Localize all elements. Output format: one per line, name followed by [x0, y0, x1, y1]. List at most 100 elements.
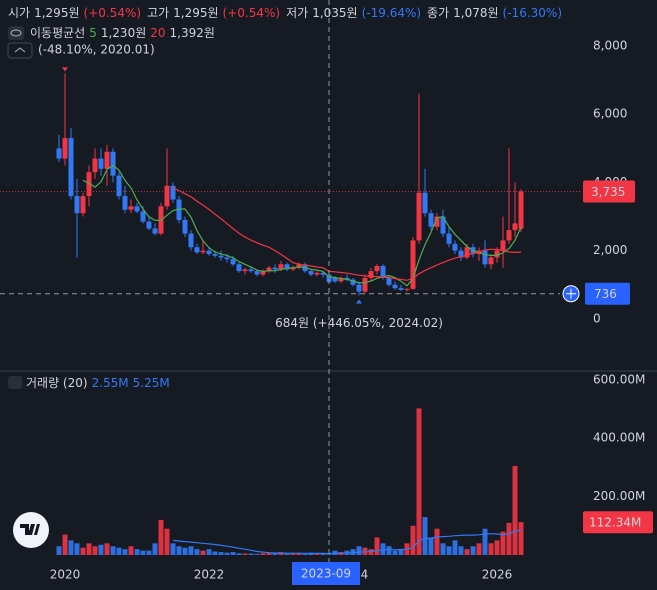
tradingview-logo	[13, 512, 49, 548]
volume-bar	[230, 552, 236, 555]
volume-bar	[326, 554, 332, 555]
candle-body	[122, 196, 128, 210]
candle-body	[218, 255, 224, 258]
candle-body	[500, 240, 506, 251]
candle-body	[416, 192, 422, 241]
candle-body	[278, 264, 284, 270]
volume-bar	[104, 543, 110, 555]
candle-body	[338, 277, 344, 282]
candle-body	[260, 271, 266, 275]
ohlc-change: (+0.54%)	[84, 6, 142, 20]
volume-bar	[476, 543, 482, 555]
volume-bar	[416, 408, 422, 555]
x-tick-label: 2026	[482, 568, 513, 582]
candle-body	[332, 277, 338, 282]
volume-bar	[98, 544, 104, 555]
volume-bar	[380, 543, 386, 555]
ma-value: 1,392원	[170, 26, 215, 40]
candle-body	[374, 265, 380, 272]
candle-body	[236, 264, 242, 272]
volume-legend-value: 5.25M	[133, 376, 170, 390]
add-price-plus[interactable]	[566, 288, 576, 299]
volume-tick-label: 600.00M	[593, 372, 645, 386]
volume-bar	[446, 546, 452, 555]
candle-body	[356, 284, 362, 292]
logo-mark	[20, 524, 40, 535]
volume-bar	[452, 540, 458, 555]
volume-bar	[206, 549, 212, 555]
ma-value: 1,230원	[101, 26, 146, 40]
last-price-label: 3,735	[591, 185, 625, 199]
x-tick-label: 2020	[50, 568, 81, 582]
candle-body	[98, 158, 104, 169]
candle-body	[230, 259, 236, 265]
last-volume-box	[583, 511, 653, 534]
volume-bar	[254, 553, 260, 555]
volume-bar	[458, 546, 464, 555]
candle-body	[494, 250, 500, 258]
candle-body	[518, 191, 524, 229]
volume-bar	[110, 546, 116, 555]
visibility-icon[interactable]	[8, 26, 24, 40]
y-tick-label: 0	[593, 311, 601, 325]
crosshair-x-label: 2023-09	[301, 567, 351, 581]
x-tick-label: 2022	[194, 568, 225, 582]
candle-body	[194, 247, 200, 253]
candle-body	[152, 228, 158, 234]
volume-bar	[248, 553, 254, 555]
candle-body	[482, 250, 488, 265]
volume-bar	[200, 550, 206, 555]
candle-body	[212, 254, 218, 256]
volume-bar	[218, 552, 224, 555]
last-price-box	[583, 180, 635, 203]
candle-body	[314, 272, 320, 275]
candle-body	[290, 267, 296, 270]
volume-bar	[122, 549, 128, 555]
high-marker	[62, 67, 68, 72]
volume-bar	[140, 550, 146, 555]
moving-average-line	[172, 187, 522, 281]
volume-bar	[518, 522, 524, 555]
volume-bar	[242, 553, 248, 555]
volume-name: 거래량 (20)	[26, 376, 88, 390]
candle-body	[80, 196, 86, 214]
collapse-icon[interactable]	[14, 47, 26, 53]
volume-bar	[506, 522, 512, 555]
candle-body	[110, 151, 116, 176]
volume-bar	[422, 517, 428, 555]
ma-title: 이동평균선	[30, 26, 85, 40]
candle-body	[188, 233, 194, 248]
eye-icon[interactable]	[10, 29, 22, 37]
collapse-button[interactable]	[7, 42, 33, 59]
crosshair-x-box	[292, 562, 360, 585]
ohlc-name: 저가	[286, 6, 308, 20]
candle-body	[452, 243, 458, 251]
volume-icon[interactable]	[8, 376, 22, 389]
volume-bar	[80, 547, 86, 555]
candle-body	[350, 279, 356, 285]
moving-average-line	[82, 164, 522, 287]
icon-box[interactable]	[8, 26, 24, 40]
candle-body	[92, 158, 98, 173]
candle-body	[440, 216, 446, 234]
ohlc-name: 시가	[8, 6, 30, 20]
add-price-button[interactable]	[562, 285, 580, 303]
volume-bar	[488, 543, 494, 555]
volume-bar	[482, 528, 488, 555]
candle-body	[248, 269, 254, 272]
candle-body	[128, 206, 134, 210]
candle-body	[170, 185, 176, 200]
candle-body	[206, 250, 212, 255]
high-label: (-48.10%, 2020.01)	[38, 43, 155, 57]
candle-body	[116, 175, 122, 197]
candle-body	[254, 271, 260, 275]
volume-bar	[266, 552, 272, 555]
volume-bar	[356, 546, 362, 555]
candle-body	[446, 233, 452, 244]
volume-bar	[224, 552, 230, 555]
volume-tick-label: 200.00M	[593, 489, 645, 503]
candle-body	[140, 211, 146, 222]
volume-bar	[470, 546, 476, 555]
volume-bar	[392, 550, 398, 555]
